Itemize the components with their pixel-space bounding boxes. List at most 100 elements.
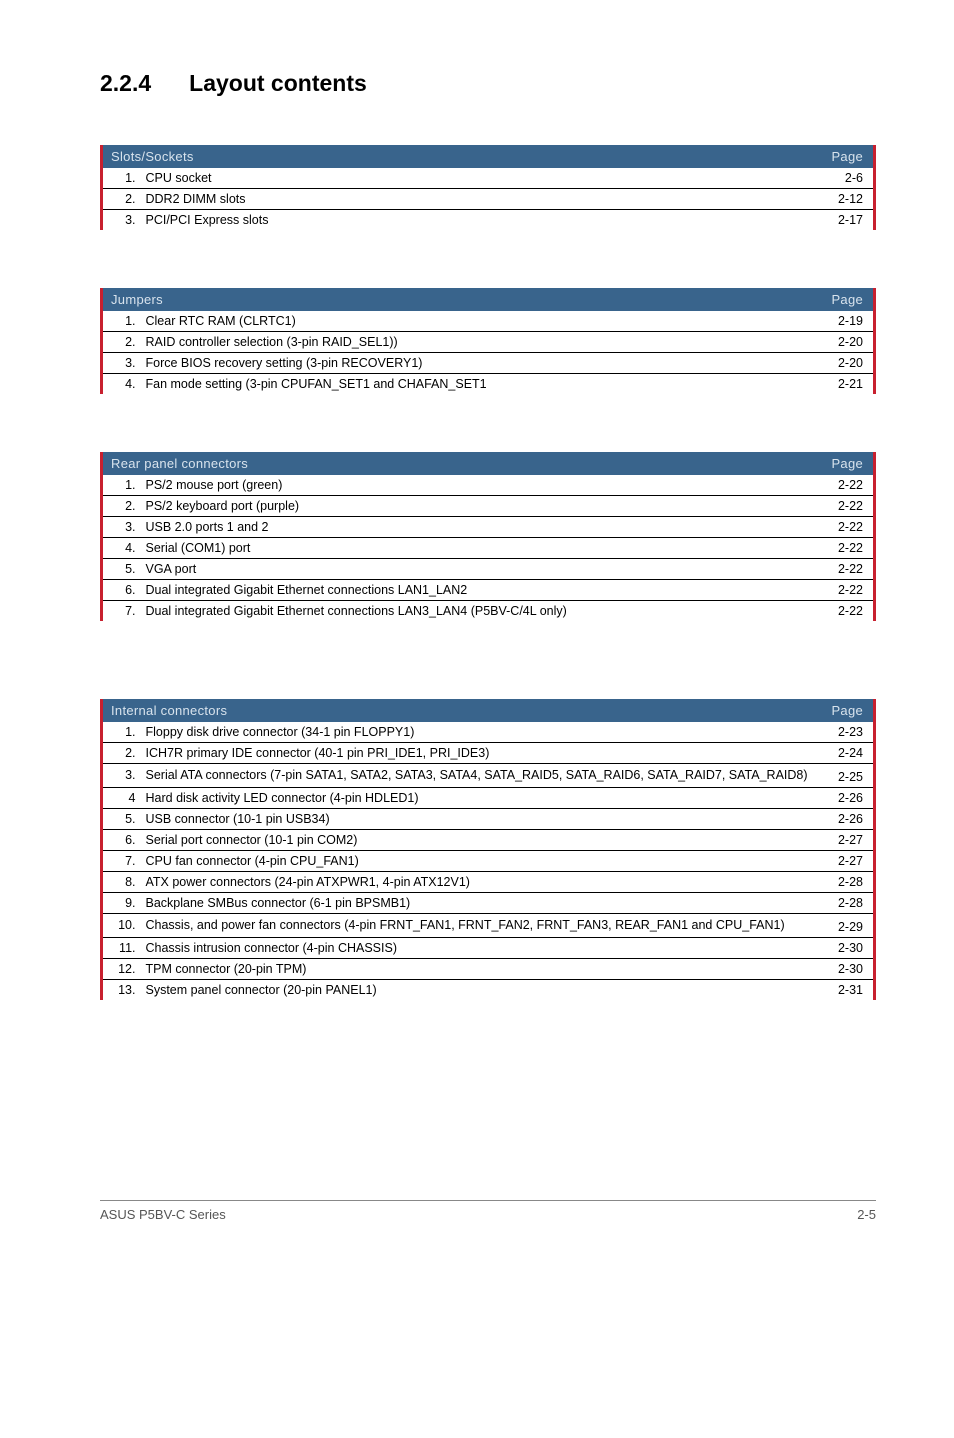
row-label: Dual integrated Gigabit Ethernet connect… (142, 580, 815, 601)
table-row: 7. Dual integrated Gigabit Ethernet conn… (102, 601, 875, 622)
row-num: 3. (102, 210, 142, 231)
row-page: 2-22 (815, 559, 875, 580)
table-row: 1. CPU socket 2-6 (102, 168, 875, 189)
table-row: 8. ATX power connectors (24-pin ATXPWR1,… (102, 871, 875, 892)
row-label: System panel connector (20-pin PANEL1) (142, 979, 815, 1000)
table-row: 2. DDR2 DIMM slots 2-12 (102, 189, 875, 210)
row-page: 2-24 (815, 743, 875, 764)
row-page: 2-26 (815, 787, 875, 808)
row-num: 1. (102, 168, 142, 189)
row-label: DDR2 DIMM slots (142, 189, 815, 210)
row-label: VGA port (142, 559, 815, 580)
row-label: PCI/PCI Express slots (142, 210, 815, 231)
row-label: PS/2 mouse port (green) (142, 475, 815, 496)
row-label: TPM connector (20-pin TPM) (142, 958, 815, 979)
table-row: 9. Backplane SMBus connector (6-1 pin BP… (102, 892, 875, 913)
page-header: Page (815, 145, 875, 168)
page-header: Page (815, 452, 875, 475)
row-label: Dual integrated Gigabit Ethernet connect… (142, 601, 815, 622)
row-num: 7. (102, 601, 142, 622)
row-label: ICH7R primary IDE connector (40-1 pin PR… (142, 743, 815, 764)
row-num: 2. (102, 743, 142, 764)
row-label: Fan mode setting (3-pin CPUFAN_SET1 and … (142, 374, 815, 395)
table-row: 10. Chassis, and power fan connectors (4… (102, 913, 875, 937)
row-num: 2. (102, 332, 142, 353)
row-num: 2. (102, 189, 142, 210)
row-page: 2-17 (815, 210, 875, 231)
internal-table: Internal connectors Page 1. Floppy disk … (100, 699, 876, 1000)
rear-panel-table: Rear panel connectors Page 1. PS/2 mouse… (100, 452, 876, 621)
row-num: 5. (102, 808, 142, 829)
row-page: 2-23 (815, 722, 875, 743)
row-num: 2. (102, 496, 142, 517)
row-label: PS/2 keyboard port (purple) (142, 496, 815, 517)
internal-header: Internal connectors (102, 699, 815, 722)
row-label: ATX power connectors (24-pin ATXPWR1, 4-… (142, 871, 815, 892)
row-label: Force BIOS recovery setting (3-pin RECOV… (142, 353, 815, 374)
row-num: 6. (102, 580, 142, 601)
page-header: Page (815, 288, 875, 311)
slots-table: Slots/Sockets Page 1. CPU socket 2-6 2. … (100, 145, 876, 230)
row-label: USB connector (10-1 pin USB34) (142, 808, 815, 829)
row-label: Serial port connector (10-1 pin COM2) (142, 829, 815, 850)
footer-left: ASUS P5BV-C Series (100, 1207, 226, 1222)
row-page: 2-21 (815, 374, 875, 395)
row-label: Hard disk activity LED connector (4-pin … (142, 787, 815, 808)
row-page: 2-29 (815, 913, 875, 937)
row-label: RAID controller selection (3-pin RAID_SE… (142, 332, 815, 353)
jumpers-header: Jumpers (102, 288, 815, 311)
page-footer: ASUS P5BV-C Series 2-5 (100, 1200, 876, 1222)
row-num: 7. (102, 850, 142, 871)
row-num: 9. (102, 892, 142, 913)
table-row: 7. CPU fan connector (4-pin CPU_FAN1) 2-… (102, 850, 875, 871)
table-row: 1. PS/2 mouse port (green) 2-22 (102, 475, 875, 496)
row-page: 2-22 (815, 538, 875, 559)
row-num: 13. (102, 979, 142, 1000)
table-row: 1. Floppy disk drive connector (34-1 pin… (102, 722, 875, 743)
row-num: 10. (102, 913, 142, 937)
row-num: 3. (102, 764, 142, 788)
row-label: Chassis, and power fan connectors (4-pin… (142, 913, 815, 937)
row-page: 2-22 (815, 601, 875, 622)
row-page: 2-19 (815, 311, 875, 332)
row-num: 3. (102, 353, 142, 374)
row-num: 4. (102, 538, 142, 559)
row-label: Backplane SMBus connector (6-1 pin BPSMB… (142, 892, 815, 913)
row-page: 2-22 (815, 517, 875, 538)
table-row: 2. RAID controller selection (3-pin RAID… (102, 332, 875, 353)
row-num: 4. (102, 374, 142, 395)
footer-right: 2-5 (857, 1207, 876, 1222)
section-heading: 2.2.4Layout contents (100, 70, 876, 97)
table-row: 3. PCI/PCI Express slots 2-17 (102, 210, 875, 231)
table-row: 4. Serial (COM1) port 2-22 (102, 538, 875, 559)
row-page: 2-25 (815, 764, 875, 788)
row-page: 2-12 (815, 189, 875, 210)
row-num: 6. (102, 829, 142, 850)
row-label: Chassis intrusion connector (4-pin CHASS… (142, 937, 815, 958)
row-page: 2-22 (815, 475, 875, 496)
row-page: 2-27 (815, 829, 875, 850)
row-page: 2-28 (815, 892, 875, 913)
table-row: 2. PS/2 keyboard port (purple) 2-22 (102, 496, 875, 517)
row-page: 2-6 (815, 168, 875, 189)
row-page: 2-22 (815, 580, 875, 601)
row-page: 2-28 (815, 871, 875, 892)
row-label: Serial ATA connectors (7-pin SATA1, SATA… (142, 764, 815, 788)
row-page: 2-20 (815, 353, 875, 374)
row-label: Floppy disk drive connector (34-1 pin FL… (142, 722, 815, 743)
row-num: 12. (102, 958, 142, 979)
row-num: 5. (102, 559, 142, 580)
table-row: 3. Force BIOS recovery setting (3-pin RE… (102, 353, 875, 374)
rear-header: Rear panel connectors (102, 452, 815, 475)
row-num: 1. (102, 311, 142, 332)
row-num: 8. (102, 871, 142, 892)
section-number: 2.2.4 (100, 70, 151, 97)
table-row: 3. USB 2.0 ports 1 and 2 2-22 (102, 517, 875, 538)
table-row: 1. Clear RTC RAM (CLRTC1) 2-19 (102, 311, 875, 332)
table-row: 4. Fan mode setting (3-pin CPUFAN_SET1 a… (102, 374, 875, 395)
row-num: 3. (102, 517, 142, 538)
row-page: 2-27 (815, 850, 875, 871)
row-label: USB 2.0 ports 1 and 2 (142, 517, 815, 538)
row-page: 2-20 (815, 332, 875, 353)
row-page: 2-22 (815, 496, 875, 517)
